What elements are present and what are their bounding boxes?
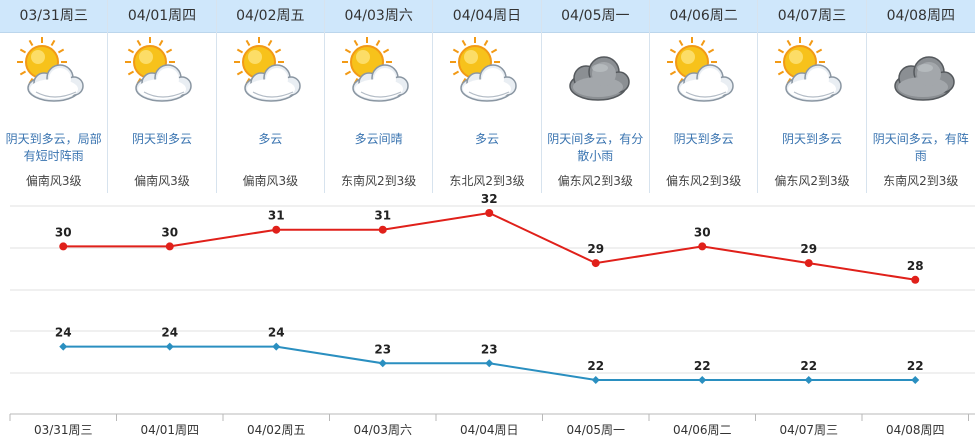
- low-temp-point: [804, 376, 813, 384]
- low-temp-point: [165, 342, 174, 351]
- low-temp-point: [698, 376, 707, 384]
- weather-description: 阴天间多云，有分散小雨: [547, 132, 644, 163]
- low-temp-label: 23: [374, 342, 391, 356]
- high-temp-label: 30: [161, 225, 178, 239]
- sun-cloud-icon: [122, 36, 202, 116]
- x-tick-label: 04/08周四: [886, 423, 945, 437]
- day-date: 04/06周二: [649, 0, 758, 33]
- wind-info: 东北风2到3级: [449, 174, 525, 188]
- day-date: 04/08周四: [866, 0, 975, 33]
- weather-description: 阴天到多云: [781, 132, 842, 146]
- temperature-chart: 03/31周三 04/01周四 04/02周五 04/03周六 04/04周日 04/05…: [0, 193, 975, 446]
- temperature-chart-svg: 03/31周三 04/01周四 04/02周五 04/03周六 04/04周日 04/05…: [9, 193, 975, 437]
- weather-description: 多云: [258, 132, 283, 146]
- low-temp-label: 22: [907, 359, 924, 373]
- weather-description: 阴天间多云，有阵雨: [872, 132, 969, 163]
- wind-info: 偏南风3级: [242, 174, 299, 188]
- high-temp-point: [59, 242, 68, 251]
- dark-cloud-icon: [556, 36, 636, 116]
- weather-description: 多云间晴: [354, 132, 403, 146]
- sun-cloud-icon: [447, 36, 527, 116]
- x-tick-label: 04/05周一: [566, 423, 625, 437]
- low-temp-label: 24: [161, 326, 178, 340]
- high-temp-point: [378, 225, 387, 234]
- low-temp-point: [485, 359, 494, 368]
- forecast-day: 04/03周六 多云间晴东南风2到3级: [324, 0, 434, 193]
- weather-description: 阴天到多云，局部有短时阵雨: [5, 132, 102, 163]
- day-date: 04/07周三: [758, 0, 866, 33]
- low-temp-label: 24: [268, 326, 285, 340]
- high-temp-label: 29: [587, 242, 604, 256]
- low-temp-point: [59, 342, 68, 351]
- forecast-day: 03/31周三 阴天到多云，局部有短时阵雨偏南风3级: [0, 0, 109, 193]
- high-temp-label: 30: [55, 225, 72, 239]
- high-temp-point: [591, 259, 600, 268]
- low-temp-label: 23: [481, 342, 498, 356]
- high-temp-label: 31: [374, 209, 391, 223]
- forecast-day: 04/07周三 阴天到多云偏东风2到3级: [758, 0, 867, 193]
- forecast-day: 04/05周一 阴天间多云，有分散小雨偏东风2到3级: [541, 0, 650, 193]
- wind-info: 东南风2到3级: [341, 174, 417, 188]
- low-temp-point: [591, 376, 600, 384]
- forecast-day: 04/02周五 多云偏南风3级: [216, 0, 325, 193]
- high-temp-point: [485, 209, 494, 217]
- high-temp-label: 28: [907, 259, 924, 273]
- wind-info: 偏东风2到3级: [665, 174, 742, 188]
- forecast-day: 04/01周四 阴天到多云偏南风3级: [108, 0, 217, 193]
- weather-description: 阴天到多云: [673, 132, 734, 146]
- low-temp-label: 24: [55, 326, 72, 340]
- wind-info: 偏东风2到3级: [557, 174, 633, 188]
- sun-cloud-icon: [772, 36, 852, 116]
- forecast-day: 04/08周四 阴天间多云，有阵雨东南风2到3级: [866, 0, 975, 193]
- day-date: 04/03周六: [324, 0, 433, 33]
- high-temp-point: [165, 242, 174, 251]
- sun-cloud-icon: [664, 36, 744, 116]
- low-temp-point: [378, 359, 387, 368]
- high-temp-point: [698, 242, 707, 251]
- weather-description: 阴天到多云: [131, 132, 192, 146]
- high-temp-point: [272, 225, 281, 234]
- x-tick-label: 04/07周三: [779, 423, 838, 437]
- wind-info: 东南风2到3级: [883, 174, 959, 188]
- sun-cloud-icon: [339, 36, 419, 116]
- forecast-day: 04/04周日 多云东北风2到3级: [433, 0, 542, 193]
- x-tick-label: 04/06周二: [673, 423, 732, 437]
- sun-cloud-icon: [231, 36, 311, 116]
- weather-description: 多云: [474, 132, 499, 146]
- high-temp-line: [63, 211, 916, 281]
- low-temp-label: 22: [800, 359, 817, 373]
- x-tick-label: 04/03周六: [353, 423, 412, 437]
- low-temp-point: [272, 342, 281, 351]
- high-temp-point: [804, 259, 813, 268]
- day-date: 04/04周日: [433, 0, 541, 33]
- dark-cloud-icon: [881, 36, 961, 116]
- day-date: 04/01周四: [108, 0, 216, 33]
- day-date: 04/05周一: [541, 0, 649, 33]
- high-temp-point: [911, 275, 920, 284]
- wind-info: 偏东风2到3级: [774, 174, 850, 188]
- low-temp-point: [911, 376, 920, 384]
- low-temp-label: 22: [694, 359, 711, 373]
- forecast-day: 04/06周二 阴天到多云偏东风2到3级: [649, 0, 759, 193]
- low-temp-label: 22: [587, 359, 604, 373]
- x-tick-label: 04/04周日: [460, 423, 519, 437]
- day-date: 03/31周三: [0, 0, 108, 33]
- day-date: 04/02周五: [216, 0, 324, 33]
- high-temp-label: 31: [268, 209, 285, 223]
- forecast-strip: 03/31周三 阴天到多云，局部有短时阵雨 偏南风3级 04/01周四: [0, 0, 975, 193]
- wind-info: 偏南风3级: [25, 174, 82, 188]
- high-temp-label: 32: [481, 193, 498, 206]
- sun-cloud-icon: [14, 36, 94, 116]
- x-tick-label: 03/31周三: [34, 423, 93, 437]
- x-tick-label: 04/01周四: [140, 423, 199, 437]
- high-temp-label: 29: [800, 242, 817, 256]
- x-tick-label: 04/02周五: [247, 423, 306, 437]
- high-temp-label: 30: [694, 225, 711, 239]
- wind-info: 偏南风3级: [134, 174, 190, 188]
